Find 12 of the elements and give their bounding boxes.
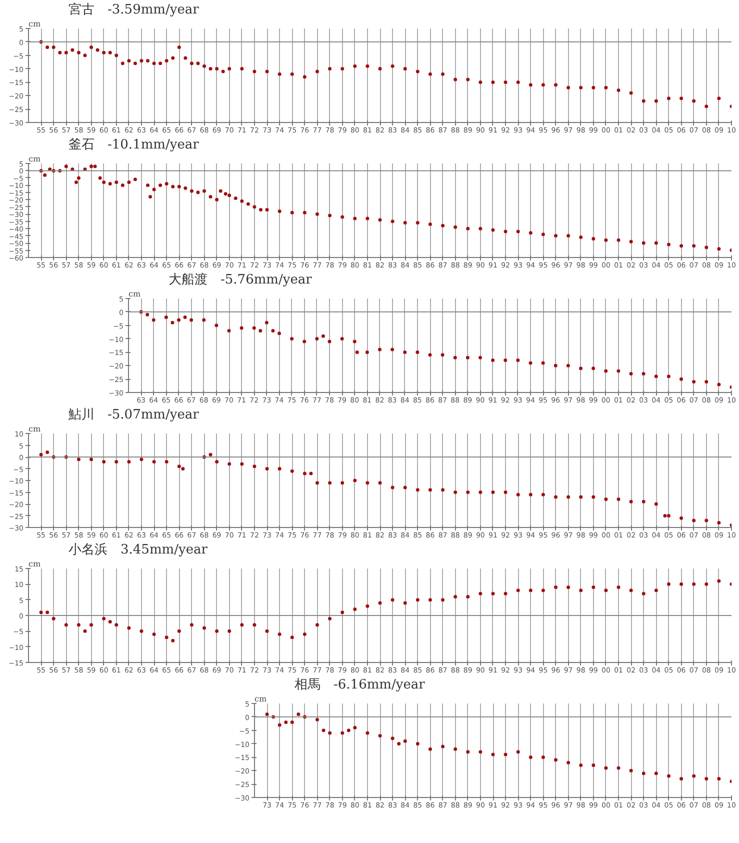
y-axis-title: cm xyxy=(28,424,41,434)
y-axis-title: cm xyxy=(28,154,41,164)
y-axis-title: cm xyxy=(128,290,141,298)
y-axis-title: cm xyxy=(28,20,41,28)
chart-title: 大船渡 -5.76mm/year xyxy=(168,272,313,288)
chart-title: 相馬 -6.16mm/year xyxy=(294,678,426,692)
chart-title: 宮古 -3.59mm/year xyxy=(68,2,200,18)
chart-title: 釜石 -10.1mm/year xyxy=(68,138,200,152)
chart-title: 鮎川 -5.07mm/year xyxy=(68,408,200,422)
y-axis-title: cm xyxy=(28,560,41,568)
chart-title: 小名浜 3.45mm/year xyxy=(68,542,208,558)
y-axis-title: cm xyxy=(254,694,267,704)
